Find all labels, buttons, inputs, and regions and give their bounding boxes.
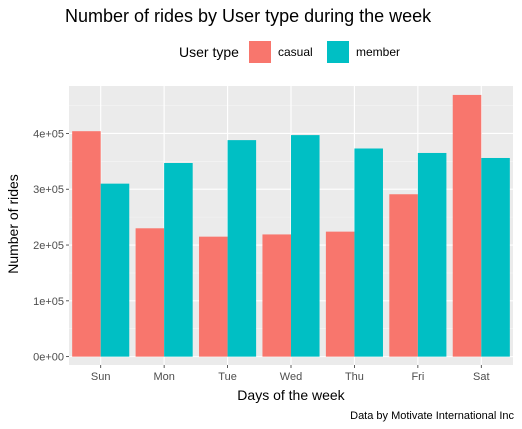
- bar-member-fri: [417, 152, 447, 357]
- legend: User type casual member: [179, 41, 400, 63]
- bar-member-sun: [100, 183, 130, 357]
- bar-casual-mon: [135, 228, 165, 357]
- plot-area: 0e+00 1e+05 2e+05 3e+05 4e+05 Sun Mon Tue Wed Thu…: [33, 86, 513, 383]
- y-tick-label: 0e+00: [33, 352, 64, 364]
- bar-member-thu: [354, 148, 383, 357]
- x-tick-label: Sat: [473, 371, 490, 383]
- legend-key-member: [327, 41, 349, 63]
- y-axis-title: Number of rides: [5, 174, 21, 274]
- legend-key-casual: [249, 41, 271, 63]
- y-tick-label: 4e+05: [33, 128, 64, 140]
- x-axis-title: Days of the week: [237, 387, 345, 403]
- x-tick-label: Mon: [153, 371, 174, 383]
- x-tick-label: Wed: [280, 371, 302, 383]
- legend-title: User type: [179, 44, 239, 60]
- bar-member-tue: [227, 140, 257, 357]
- y-tick-label: 1e+05: [33, 296, 64, 308]
- legend-label-member: member: [356, 45, 400, 59]
- bar-casual-thu: [325, 231, 355, 357]
- x-tick-label: Tue: [218, 371, 237, 383]
- y-tick-label: 2e+05: [33, 240, 64, 252]
- y-tick-label: 3e+05: [33, 184, 64, 196]
- bar-casual-sat: [452, 94, 482, 357]
- bar-member-wed: [291, 135, 320, 357]
- x-tick-label: Sun: [91, 371, 111, 383]
- bar-casual-fri: [389, 194, 418, 357]
- legend-label-casual: casual: [278, 45, 313, 59]
- chart-title: Number of rides by User type during the …: [65, 6, 432, 26]
- bar-casual-sun: [72, 131, 101, 357]
- x-tick-label: Fri: [411, 371, 424, 383]
- caption: Data by Motivate International Inc: [350, 410, 514, 422]
- bar-member-mon: [164, 163, 193, 357]
- x-tick-label: Thu: [345, 371, 364, 383]
- bar-member-sat: [481, 157, 510, 357]
- bar-casual-wed: [262, 234, 291, 357]
- bar-casual-tue: [199, 236, 228, 357]
